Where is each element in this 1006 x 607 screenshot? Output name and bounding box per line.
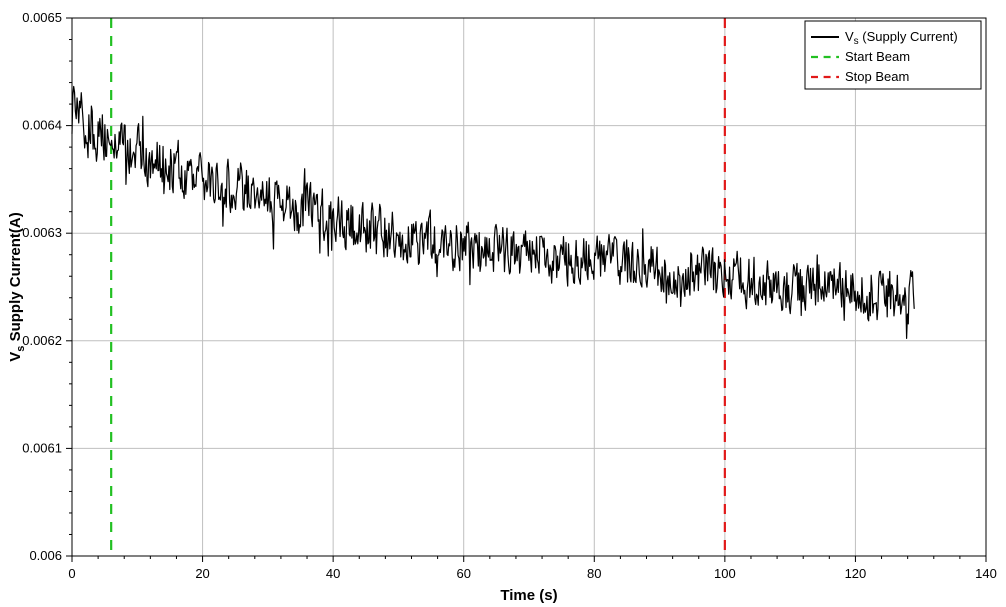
tick-y-label: 0.0063 bbox=[22, 225, 62, 240]
tick-y-label: 0.0061 bbox=[22, 440, 62, 455]
tick-x-label: 120 bbox=[845, 566, 867, 581]
chart-container: 0 20 40 60 80 100 120 140 0.006 0.0061 0.0062 0.006… bbox=[0, 0, 1006, 607]
tick-y-label: 0.0064 bbox=[22, 118, 62, 133]
plot-bg bbox=[72, 18, 986, 556]
tick-x-label: 100 bbox=[714, 566, 736, 581]
tick-x-label: 80 bbox=[587, 566, 601, 581]
x-axis-label: Time (s) bbox=[500, 587, 557, 604]
tick-x-label: 140 bbox=[975, 566, 997, 581]
legend-label-start-beam: Start Beam bbox=[845, 49, 910, 64]
tick-x-label: 20 bbox=[195, 566, 209, 581]
tick-y-label: 0.006 bbox=[29, 548, 62, 563]
chart-svg: 0 20 40 60 80 100 120 140 0.006 0.0061 0.0062 0.006… bbox=[0, 0, 1006, 607]
legend-label-stop-beam: Stop Beam bbox=[845, 69, 909, 84]
tick-x-label: 40 bbox=[326, 566, 340, 581]
tick-x-label: 60 bbox=[456, 566, 470, 581]
tick-y-label: 0.0062 bbox=[22, 333, 62, 348]
tick-x-label: 0 bbox=[68, 566, 75, 581]
tick-y-label: 0.0065 bbox=[22, 10, 62, 25]
